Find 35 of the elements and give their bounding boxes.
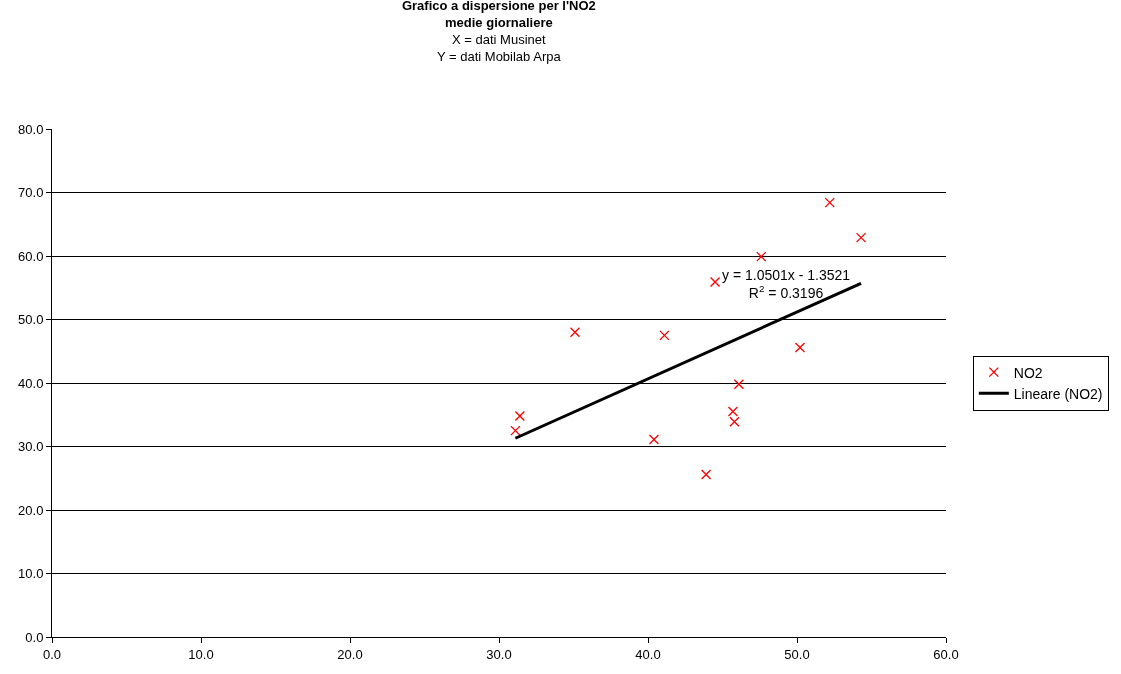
- point: [700, 469, 712, 480]
- point: [727, 406, 739, 417]
- point: [659, 330, 670, 341]
- x-tick-label: 0.0: [42, 646, 62, 662]
- point: [648, 434, 660, 445]
- point: [510, 425, 521, 436]
- y-tick-label: 80.0: [18, 121, 44, 137]
- annotation: y = 1.0501x - 1.3521 R$^{2}$ = 0.3196: [722, 267, 851, 302]
- y-tick-label: 10.0: [18, 566, 44, 582]
- y-tick-label: 20.0: [18, 502, 44, 518]
- point: [756, 251, 767, 262]
- legend-label: NO2: [1013, 364, 1043, 381]
- point: [514, 410, 526, 422]
- point: [729, 416, 740, 427]
- point: [855, 232, 867, 243]
- x-tick-label: 40.0: [635, 646, 661, 662]
- y-tick-label: 60.0: [18, 248, 44, 264]
- x-tick-label: 60.0: [933, 646, 959, 662]
- x-tick-label: 10.0: [188, 646, 214, 662]
- point: [569, 327, 581, 338]
- legend-label: Lineare (NO2): [1013, 385, 1103, 402]
- x-tick-label: 30.0: [486, 646, 512, 662]
- y-tick-label: 50.0: [18, 312, 44, 328]
- point: [794, 342, 806, 353]
- point: [709, 276, 721, 288]
- y-tick-label: 0.0: [25, 629, 44, 645]
- x-tick-label: 50.0: [784, 646, 810, 662]
- x-tick-label: 20.0: [337, 646, 363, 662]
- point: [824, 197, 835, 208]
- y-tick-label: 70.0: [18, 185, 44, 201]
- point: [733, 379, 745, 390]
- y-tick-label: 40.0: [18, 375, 44, 391]
- chart-title: Grafico a dispersione per l'NO2 medie giornaliere: [401, 0, 596, 31]
- chart-subtitle: X = dati Musinet Y = dati Mobilab Arpa: [436, 31, 562, 64]
- y-tick-label: 30.0: [18, 439, 44, 455]
